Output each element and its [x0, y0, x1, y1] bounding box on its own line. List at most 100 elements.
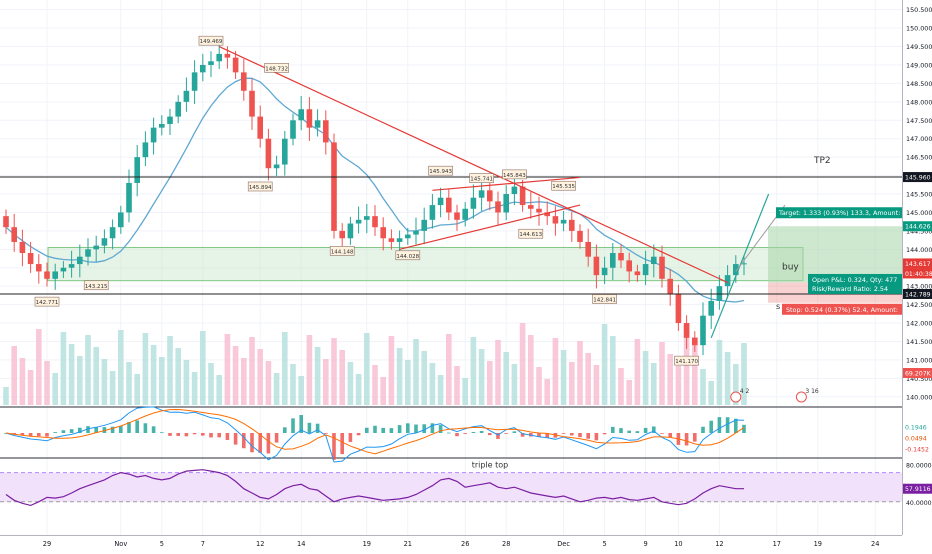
candle-body: [733, 264, 739, 276]
macd-histogram-bar: [209, 433, 213, 438]
countdown-tag: 01:40:38: [903, 268, 932, 279]
candle-body: [93, 245, 99, 250]
candle-body: [150, 127, 157, 143]
event-icon: [795, 391, 807, 403]
price-tick-label: 145.000: [906, 209, 932, 217]
candle: [528, 191, 534, 219]
annotation-text: 145.943: [429, 169, 452, 175]
candle: [191, 60, 198, 105]
annotation-text: 148.732: [265, 66, 288, 72]
macd-axis-tag: 0.0494: [903, 433, 932, 443]
candle: [667, 268, 673, 306]
annotation-box: [518, 228, 544, 239]
price-tick-label: 144.500: [906, 227, 932, 235]
macd-histogram-bar: [545, 433, 549, 438]
candle: [232, 50, 239, 79]
volume-bar: [667, 354, 673, 405]
volume-bar: [11, 346, 17, 405]
candle: [692, 331, 698, 352]
price-tick-label: 141.000: [906, 356, 932, 364]
candle-body: [323, 120, 329, 143]
annotation-text: 149.469: [200, 39, 223, 45]
candle-body: [577, 230, 583, 242]
volume-bar: [708, 381, 714, 405]
candle-body: [511, 186, 518, 195]
candle-body: [273, 164, 280, 169]
annotation-text: 145.894: [249, 185, 272, 191]
last-price-tag-text: 143.617: [905, 261, 931, 268]
candle: [487, 179, 493, 211]
rsi-tick-label: 80.0000: [906, 463, 932, 470]
volume-bar: [265, 361, 272, 405]
macd-histogram-bar: [192, 433, 197, 435]
volume-bar: [339, 350, 345, 405]
candle: [708, 288, 714, 329]
candle: [290, 113, 296, 146]
candle-body: [134, 157, 140, 183]
rsi-value-bg: [903, 483, 932, 494]
volume-bar: [142, 333, 149, 405]
candle: [314, 109, 321, 137]
candle: [109, 219, 116, 250]
macd-histogram-bar: [430, 423, 435, 433]
candle: [306, 97, 313, 141]
price-tick-label: 140.500: [906, 375, 932, 383]
time-tick-label: 14: [297, 540, 305, 548]
candle-body: [667, 278, 673, 294]
macd-histogram-bar: [627, 430, 631, 433]
target-tag-text: Target: 1.333 (0.93%) 133.3, Amount:: [778, 209, 900, 217]
candle-body: [634, 271, 641, 276]
candle-body: [626, 260, 632, 272]
volume-tag-bg: [903, 368, 932, 378]
macd-histogram-bar: [652, 426, 656, 433]
volume-bar: [495, 340, 501, 405]
volume-bar: [331, 338, 337, 405]
volume-bar: [626, 380, 632, 405]
volume-bar: [364, 333, 370, 405]
time-tick-label: Dec: [557, 540, 570, 548]
candle: [273, 155, 280, 176]
rsi-value-tag: 57.9116: [903, 483, 932, 494]
candle: [241, 59, 247, 101]
event-icon: [730, 391, 742, 403]
countdown-tag-bg: [903, 268, 932, 279]
macd-histogram-bar: [61, 430, 66, 433]
candle-body: [167, 116, 173, 124]
candle-body: [339, 230, 345, 239]
price-tick-label: 142.500: [906, 301, 932, 309]
target-area: [768, 226, 902, 283]
candle-body: [708, 300, 714, 316]
candle: [142, 131, 149, 166]
buy-label: buy: [782, 263, 799, 273]
last-price-tag-bg: [903, 258, 932, 269]
volume-bar: [77, 356, 83, 405]
candle: [683, 315, 690, 349]
candle: [44, 262, 50, 287]
candle: [429, 194, 436, 229]
macd-histogram-bar: [201, 433, 205, 436]
macd-histogram-bar: [389, 428, 394, 433]
candle-body: [741, 263, 747, 265]
candle: [60, 261, 67, 279]
wedge-lower-line: [399, 204, 581, 250]
candle: [364, 203, 370, 234]
candle: [249, 78, 255, 130]
volume-bar: [347, 362, 354, 405]
candle-body: [651, 256, 657, 265]
macd-histogram-bar: [283, 427, 287, 433]
candle-body: [396, 238, 403, 242]
candle: [413, 217, 419, 245]
price-annotation: 142.841: [592, 294, 617, 304]
price-annotation: 143.215: [83, 280, 109, 291]
candle: [470, 184, 477, 219]
time-tick-label: 28: [502, 540, 510, 548]
macd-histogram-bar: [438, 425, 443, 433]
macd-histogram-bar: [381, 427, 385, 433]
volume-bar: [659, 342, 665, 405]
candle: [3, 209, 9, 234]
candle: [741, 255, 747, 276]
volume-bar: [585, 353, 591, 405]
volume-bar: [191, 372, 198, 405]
